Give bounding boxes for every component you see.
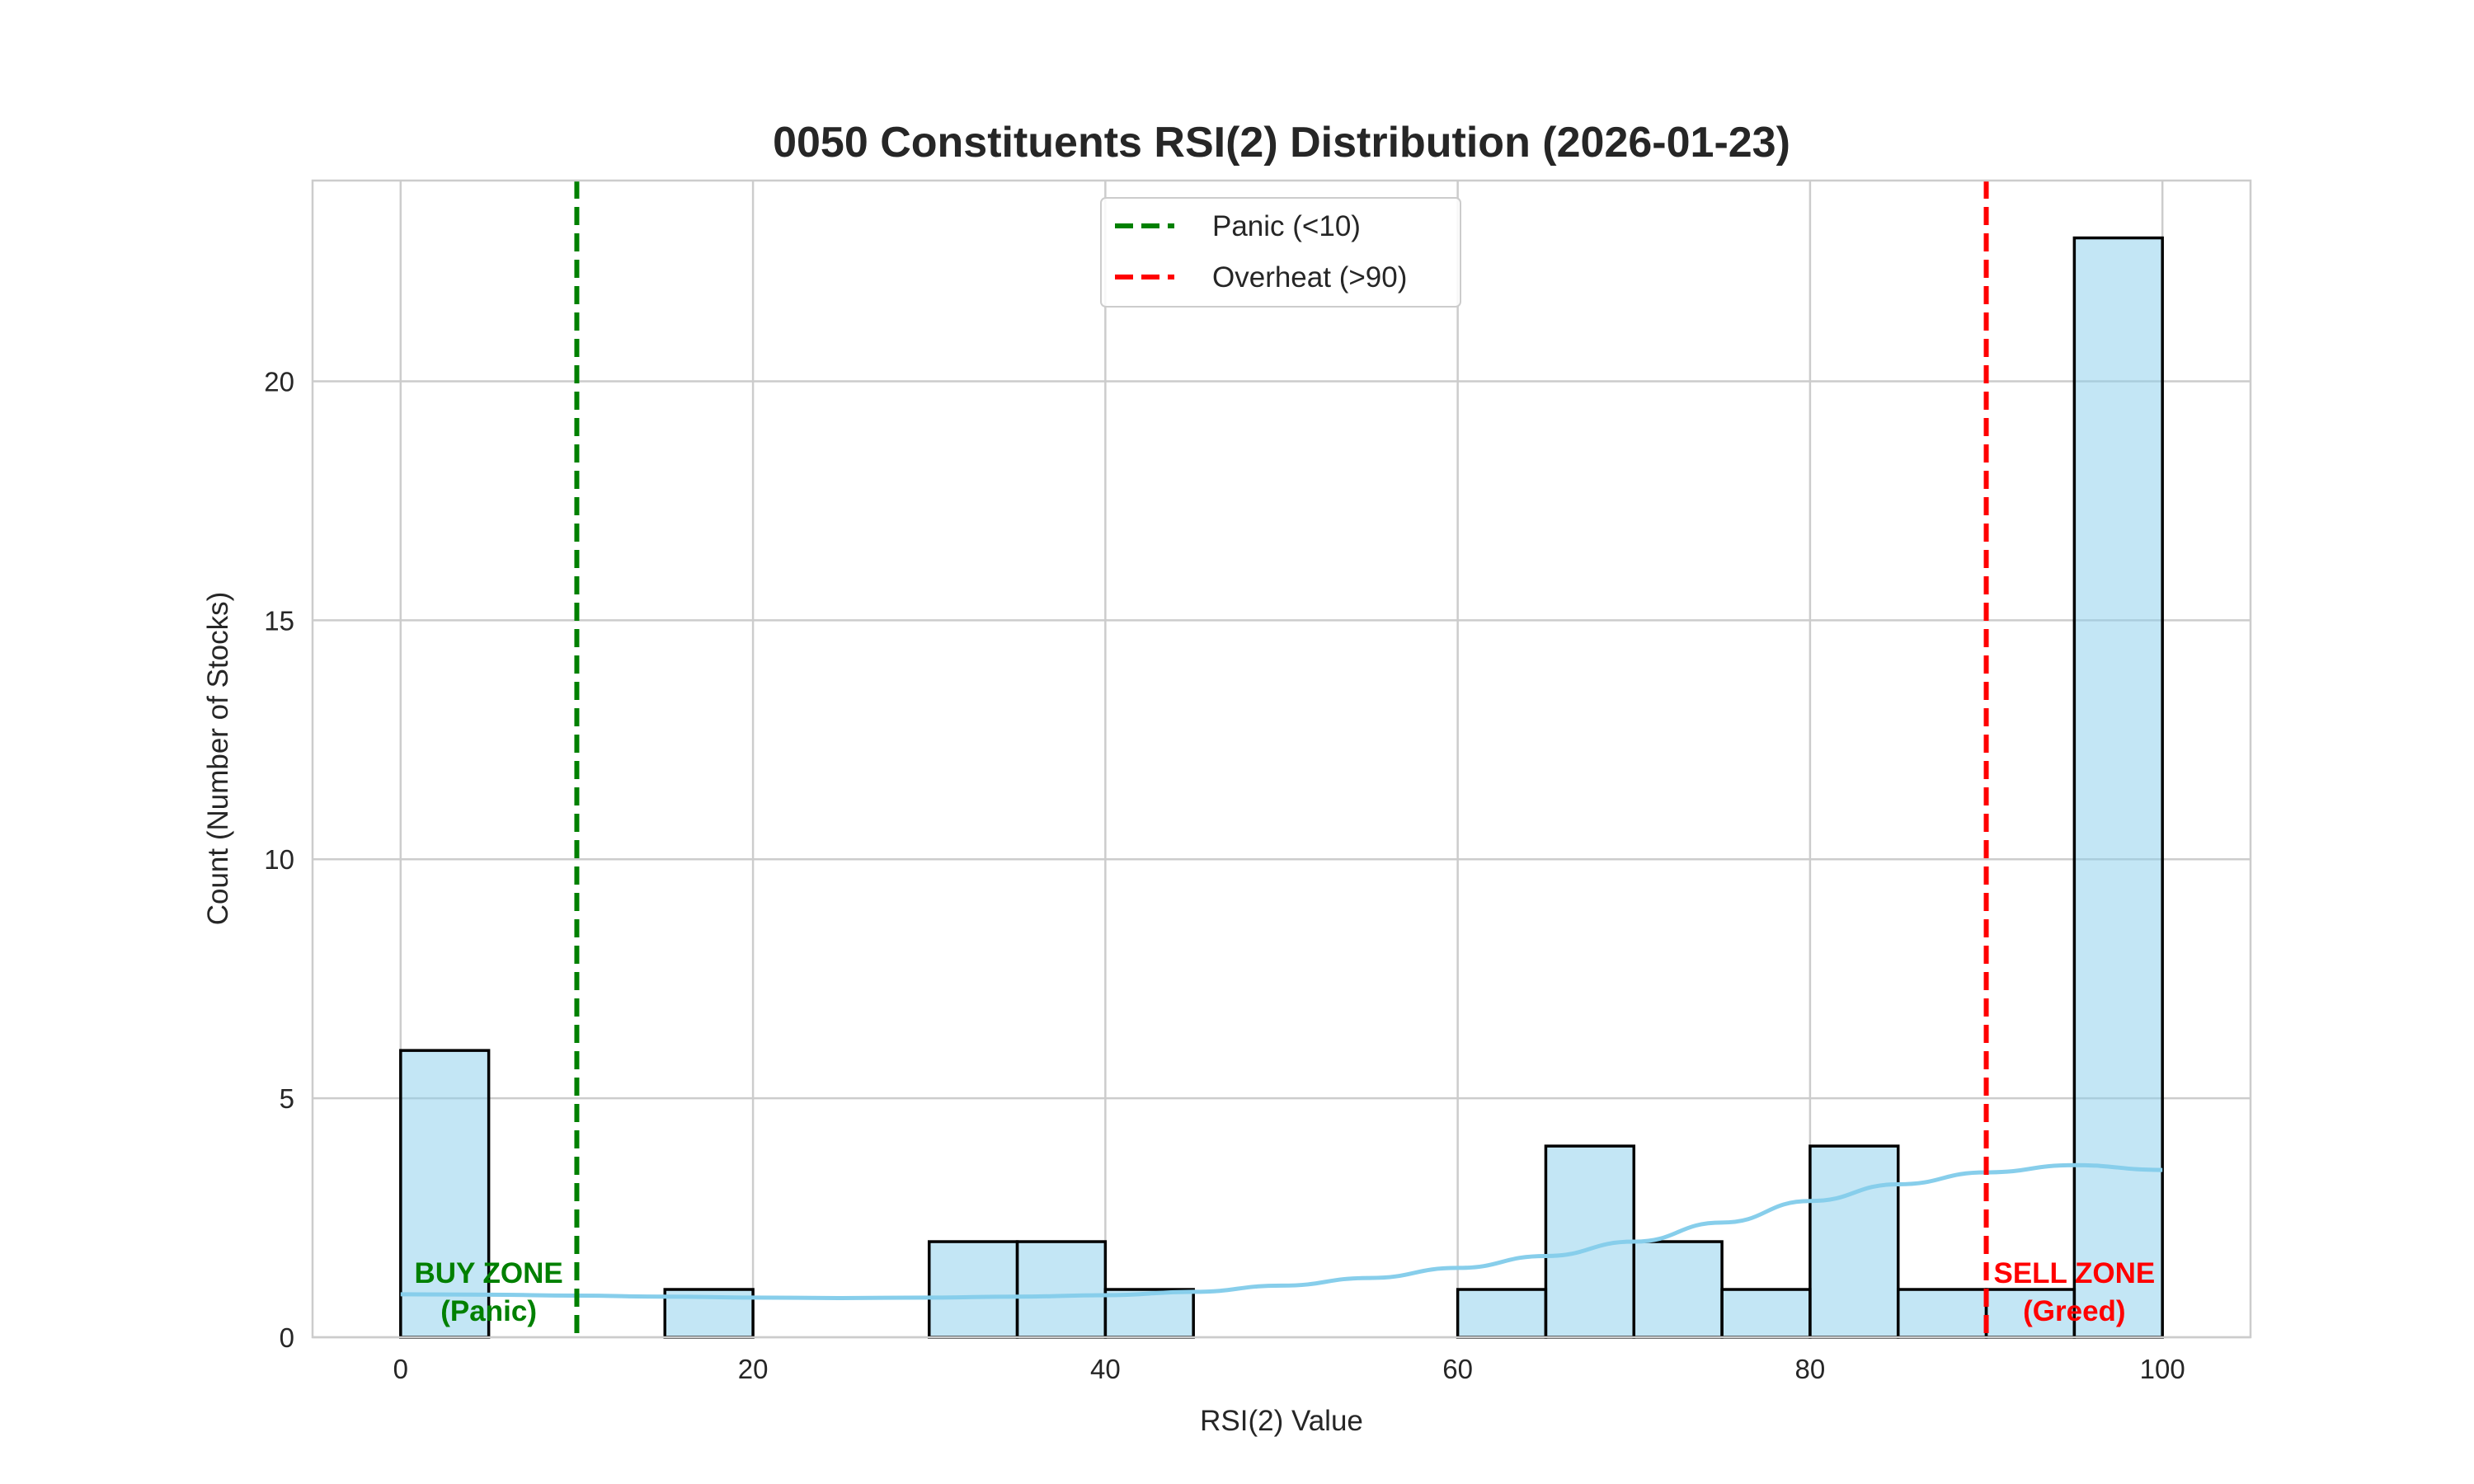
x-tick-label: 80	[1795, 1354, 1826, 1384]
x-tick-label: 60	[1442, 1354, 1473, 1384]
y-tick-label: 15	[264, 605, 294, 636]
legend: Panic (<10) Overheat (>90)	[1100, 197, 1461, 308]
x-tick-label: 40	[1090, 1354, 1121, 1384]
histogram-bar	[399, 1049, 491, 1339]
histogram-bar	[2072, 236, 2164, 1339]
grid	[313, 181, 2251, 1339]
threshold-lines	[574, 181, 1989, 1337]
histogram-bars	[399, 236, 2164, 1339]
histogram-bar	[1896, 1288, 1988, 1339]
y-tick-label: 0	[280, 1322, 294, 1353]
x-axis-label: RSI(2) Value	[1200, 1405, 1363, 1437]
y-tick-label: 20	[264, 366, 294, 397]
y-axis-label: Count (Number of Stocks)	[202, 592, 234, 926]
zone-label: SELL ZONE	[1993, 1257, 2155, 1289]
tick-labels: 0 20 40 60 80 100 0 5 10 15 20	[264, 366, 2185, 1384]
histogram-bar	[1103, 1288, 1195, 1339]
y-tick-label: 5	[280, 1083, 294, 1114]
histogram-bar	[1720, 1288, 1812, 1339]
histogram-bar	[1015, 1240, 1108, 1339]
y-tick-label: 10	[264, 844, 294, 875]
legend-entry: Panic (<10)	[1212, 210, 1361, 242]
legend-box	[1100, 197, 1461, 308]
zone-sublabel: (Greed)	[2023, 1295, 2125, 1327]
histogram-bar	[1456, 1288, 1548, 1339]
x-tick-label: 20	[738, 1354, 769, 1384]
zone-sublabel: (Panic)	[440, 1295, 537, 1327]
histogram-bar	[927, 1240, 1019, 1339]
histogram-bar	[1984, 1288, 2077, 1339]
histogram-bar	[1808, 1144, 1900, 1339]
x-tick-label: 0	[393, 1354, 408, 1384]
histogram-bar	[1632, 1240, 1724, 1339]
kde-curve	[400, 1162, 2163, 1300]
zone-label: BUY ZONE	[415, 1257, 563, 1289]
zone-annotations: BUY ZONE (Panic) SELL ZONE (Greed)	[415, 1257, 2156, 1327]
axes-frame	[311, 179, 2252, 1339]
chart-title: 0050 Constituents RSI(2) Distribution (2…	[773, 119, 1790, 167]
legend-entry: Overheat (>90)	[1212, 261, 1407, 294]
x-tick-label: 100	[2140, 1354, 2185, 1384]
